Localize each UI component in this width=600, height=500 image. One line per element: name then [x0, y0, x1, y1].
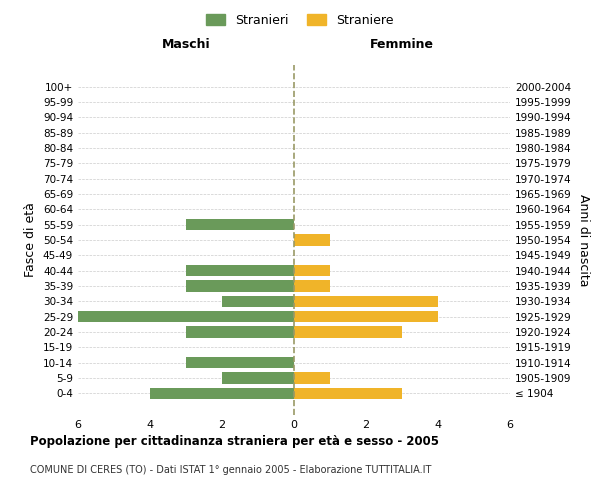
- Legend: Stranieri, Straniere: Stranieri, Straniere: [202, 8, 398, 32]
- Text: Popolazione per cittadinanza straniera per età e sesso - 2005: Popolazione per cittadinanza straniera p…: [30, 435, 439, 448]
- Bar: [186, 219, 294, 230]
- Text: Maschi: Maschi: [161, 38, 211, 51]
- Bar: [78, 311, 294, 322]
- Y-axis label: Fasce di età: Fasce di età: [25, 202, 37, 278]
- Text: COMUNE DI CERES (TO) - Dati ISTAT 1° gennaio 2005 - Elaborazione TUTTITALIA.IT: COMUNE DI CERES (TO) - Dati ISTAT 1° gen…: [30, 465, 431, 475]
- Bar: [294, 280, 330, 292]
- Bar: [222, 296, 294, 307]
- Bar: [294, 372, 330, 384]
- Bar: [150, 388, 294, 399]
- Bar: [186, 326, 294, 338]
- Bar: [294, 265, 330, 276]
- Text: Femmine: Femmine: [370, 38, 434, 51]
- Bar: [294, 388, 402, 399]
- Bar: [186, 357, 294, 368]
- Y-axis label: Anni di nascita: Anni di nascita: [577, 194, 590, 286]
- Bar: [294, 311, 438, 322]
- Bar: [294, 234, 330, 246]
- Bar: [186, 265, 294, 276]
- Bar: [222, 372, 294, 384]
- Bar: [294, 296, 438, 307]
- Bar: [186, 280, 294, 292]
- Bar: [294, 326, 402, 338]
